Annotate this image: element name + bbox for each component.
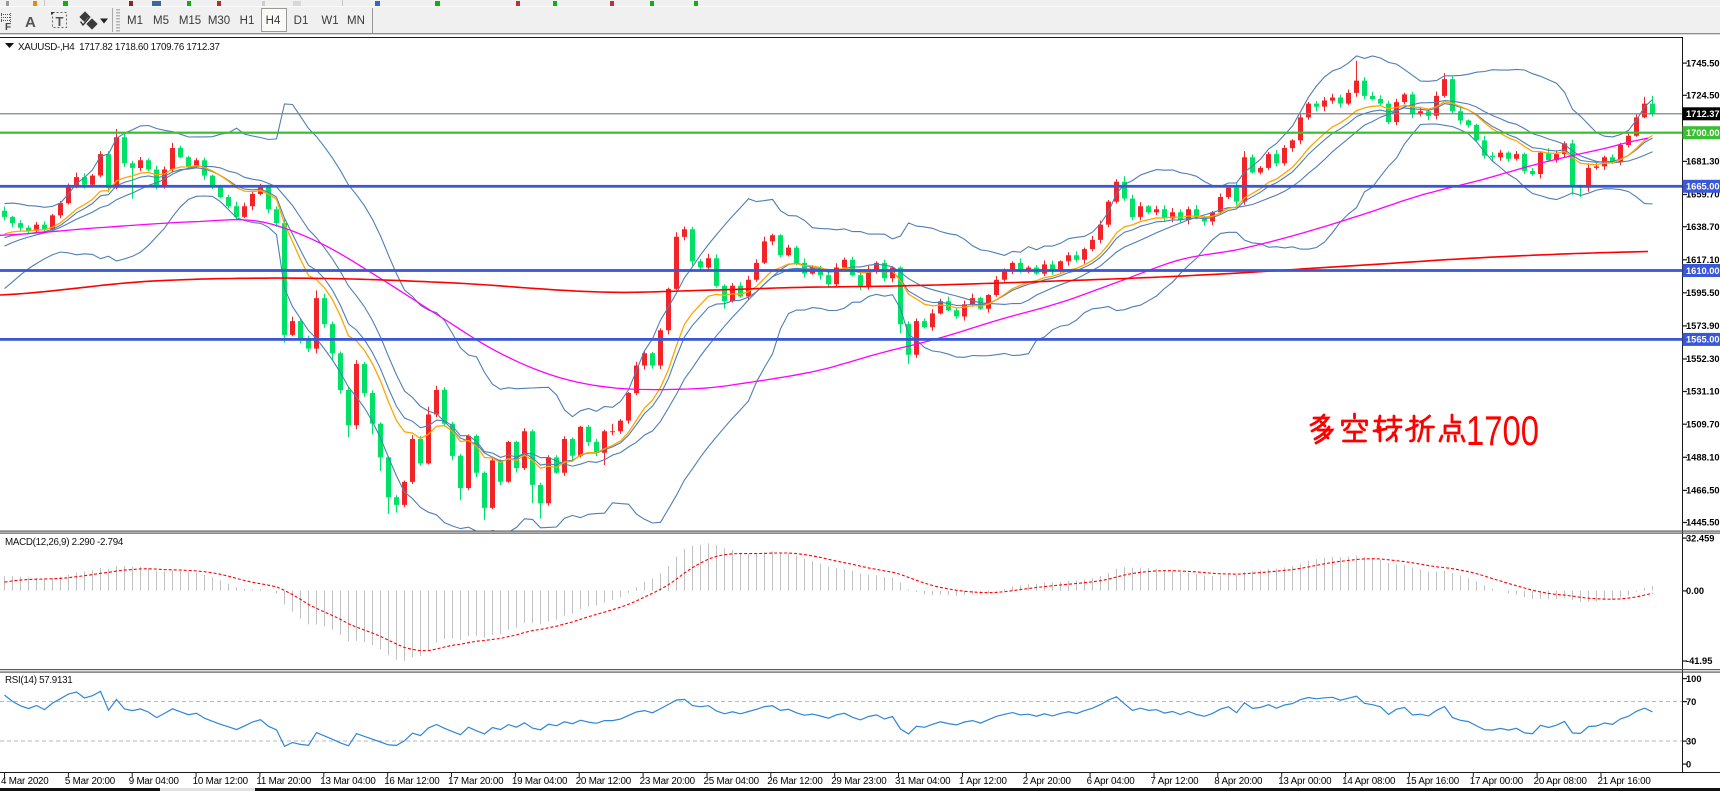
svg-text:F: F — [5, 22, 11, 33]
svg-text:XAUUSD-,H4 1717.82 1718.60 17: XAUUSD-,H4 1717.82 1718.60 1709.76 1712.… — [18, 42, 220, 53]
svg-text:13 Apr 00:00: 13 Apr 00:00 — [1278, 776, 1332, 787]
svg-text:29 Mar 23:00: 29 Mar 23:00 — [831, 776, 887, 787]
svg-text:4 Mar 2020: 4 Mar 2020 — [1, 776, 49, 787]
svg-text:1445.50: 1445.50 — [1686, 518, 1720, 528]
svg-text:1466.50: 1466.50 — [1686, 486, 1720, 496]
svg-text:H1: H1 — [240, 15, 255, 27]
svg-text:M5: M5 — [153, 15, 169, 27]
svg-text:1488.10: 1488.10 — [1686, 453, 1720, 463]
svg-text:MACD(12,26,9) 2.290 -2.794: MACD(12,26,9) 2.290 -2.794 — [5, 537, 124, 548]
svg-text:20 Apr 08:00: 20 Apr 08:00 — [1534, 776, 1588, 787]
svg-text:T: T — [56, 14, 64, 29]
svg-text:1 Apr 12:00: 1 Apr 12:00 — [959, 776, 1008, 787]
svg-text:5 Mar 20:00: 5 Mar 20:00 — [65, 776, 116, 787]
svg-text:7 Apr 12:00: 7 Apr 12:00 — [1151, 776, 1200, 787]
svg-text:32.459: 32.459 — [1686, 533, 1714, 543]
svg-text:1595.50: 1595.50 — [1686, 288, 1720, 298]
svg-text:M30: M30 — [208, 15, 230, 27]
svg-text:1724.50: 1724.50 — [1686, 91, 1720, 101]
svg-text:10 Mar 12:00: 10 Mar 12:00 — [193, 776, 249, 787]
svg-text:M1: M1 — [127, 15, 143, 27]
svg-text:9 Mar 04:00: 9 Mar 04:00 — [129, 776, 180, 787]
svg-text:15 Apr 16:00: 15 Apr 16:00 — [1406, 776, 1460, 787]
svg-text:1700: 1700 — [1466, 407, 1539, 454]
svg-text:1745.50: 1745.50 — [1686, 58, 1720, 68]
svg-text:6 Apr 04:00: 6 Apr 04:00 — [1087, 776, 1136, 787]
svg-text:1700.00: 1700.00 — [1686, 128, 1720, 138]
svg-text:1617.10: 1617.10 — [1686, 255, 1720, 265]
svg-text:20 Mar 12:00: 20 Mar 12:00 — [576, 776, 632, 787]
svg-text:70: 70 — [1686, 697, 1696, 707]
svg-text:26 Mar 12:00: 26 Mar 12:00 — [767, 776, 823, 787]
svg-text:RSI(14) 57.9131: RSI(14) 57.9131 — [5, 675, 72, 686]
svg-text:-41.95: -41.95 — [1686, 656, 1712, 666]
svg-text:11 Mar 20:00: 11 Mar 20:00 — [256, 776, 311, 787]
svg-text:1573.90: 1573.90 — [1686, 321, 1720, 331]
svg-text:1509.70: 1509.70 — [1686, 419, 1720, 429]
svg-text:2 Apr 20:00: 2 Apr 20:00 — [1023, 776, 1072, 787]
svg-text:1681.30: 1681.30 — [1686, 157, 1720, 167]
svg-text:0: 0 — [1686, 759, 1691, 769]
svg-text:1531.10: 1531.10 — [1686, 387, 1720, 397]
svg-text:0.00: 0.00 — [1686, 586, 1704, 596]
svg-text:19 Mar 04:00: 19 Mar 04:00 — [512, 776, 568, 787]
svg-text:MN: MN — [347, 15, 365, 27]
svg-text:8 Apr 20:00: 8 Apr 20:00 — [1214, 776, 1263, 787]
svg-text:30: 30 — [1686, 736, 1696, 746]
svg-text:13 Mar 04:00: 13 Mar 04:00 — [320, 776, 376, 787]
svg-text:1565.00: 1565.00 — [1686, 335, 1720, 345]
svg-text:17 Apr 00:00: 17 Apr 00:00 — [1470, 776, 1524, 787]
svg-text:17 Mar 20:00: 17 Mar 20:00 — [448, 776, 504, 787]
svg-text:H4: H4 — [266, 15, 281, 27]
svg-text:1552.30: 1552.30 — [1686, 354, 1720, 364]
svg-text:31 Mar 04:00: 31 Mar 04:00 — [895, 776, 951, 787]
svg-text:100: 100 — [1686, 674, 1702, 684]
svg-text:1610.00: 1610.00 — [1686, 266, 1720, 276]
svg-text:14 Apr 08:00: 14 Apr 08:00 — [1342, 776, 1396, 787]
svg-text:W1: W1 — [321, 15, 338, 27]
svg-text:M15: M15 — [179, 15, 201, 27]
svg-text:21 Apr 16:00: 21 Apr 16:00 — [1598, 776, 1652, 787]
svg-text:A: A — [25, 14, 36, 31]
svg-text:1665.00: 1665.00 — [1686, 182, 1720, 192]
svg-text:16 Mar 12:00: 16 Mar 12:00 — [384, 776, 440, 787]
svg-text:23 Mar 20:00: 23 Mar 20:00 — [640, 776, 696, 787]
svg-text:1638.70: 1638.70 — [1686, 222, 1720, 232]
svg-text:D1: D1 — [294, 15, 309, 27]
svg-text:25 Mar 04:00: 25 Mar 04:00 — [704, 776, 760, 787]
svg-text:1712.37: 1712.37 — [1686, 109, 1720, 119]
